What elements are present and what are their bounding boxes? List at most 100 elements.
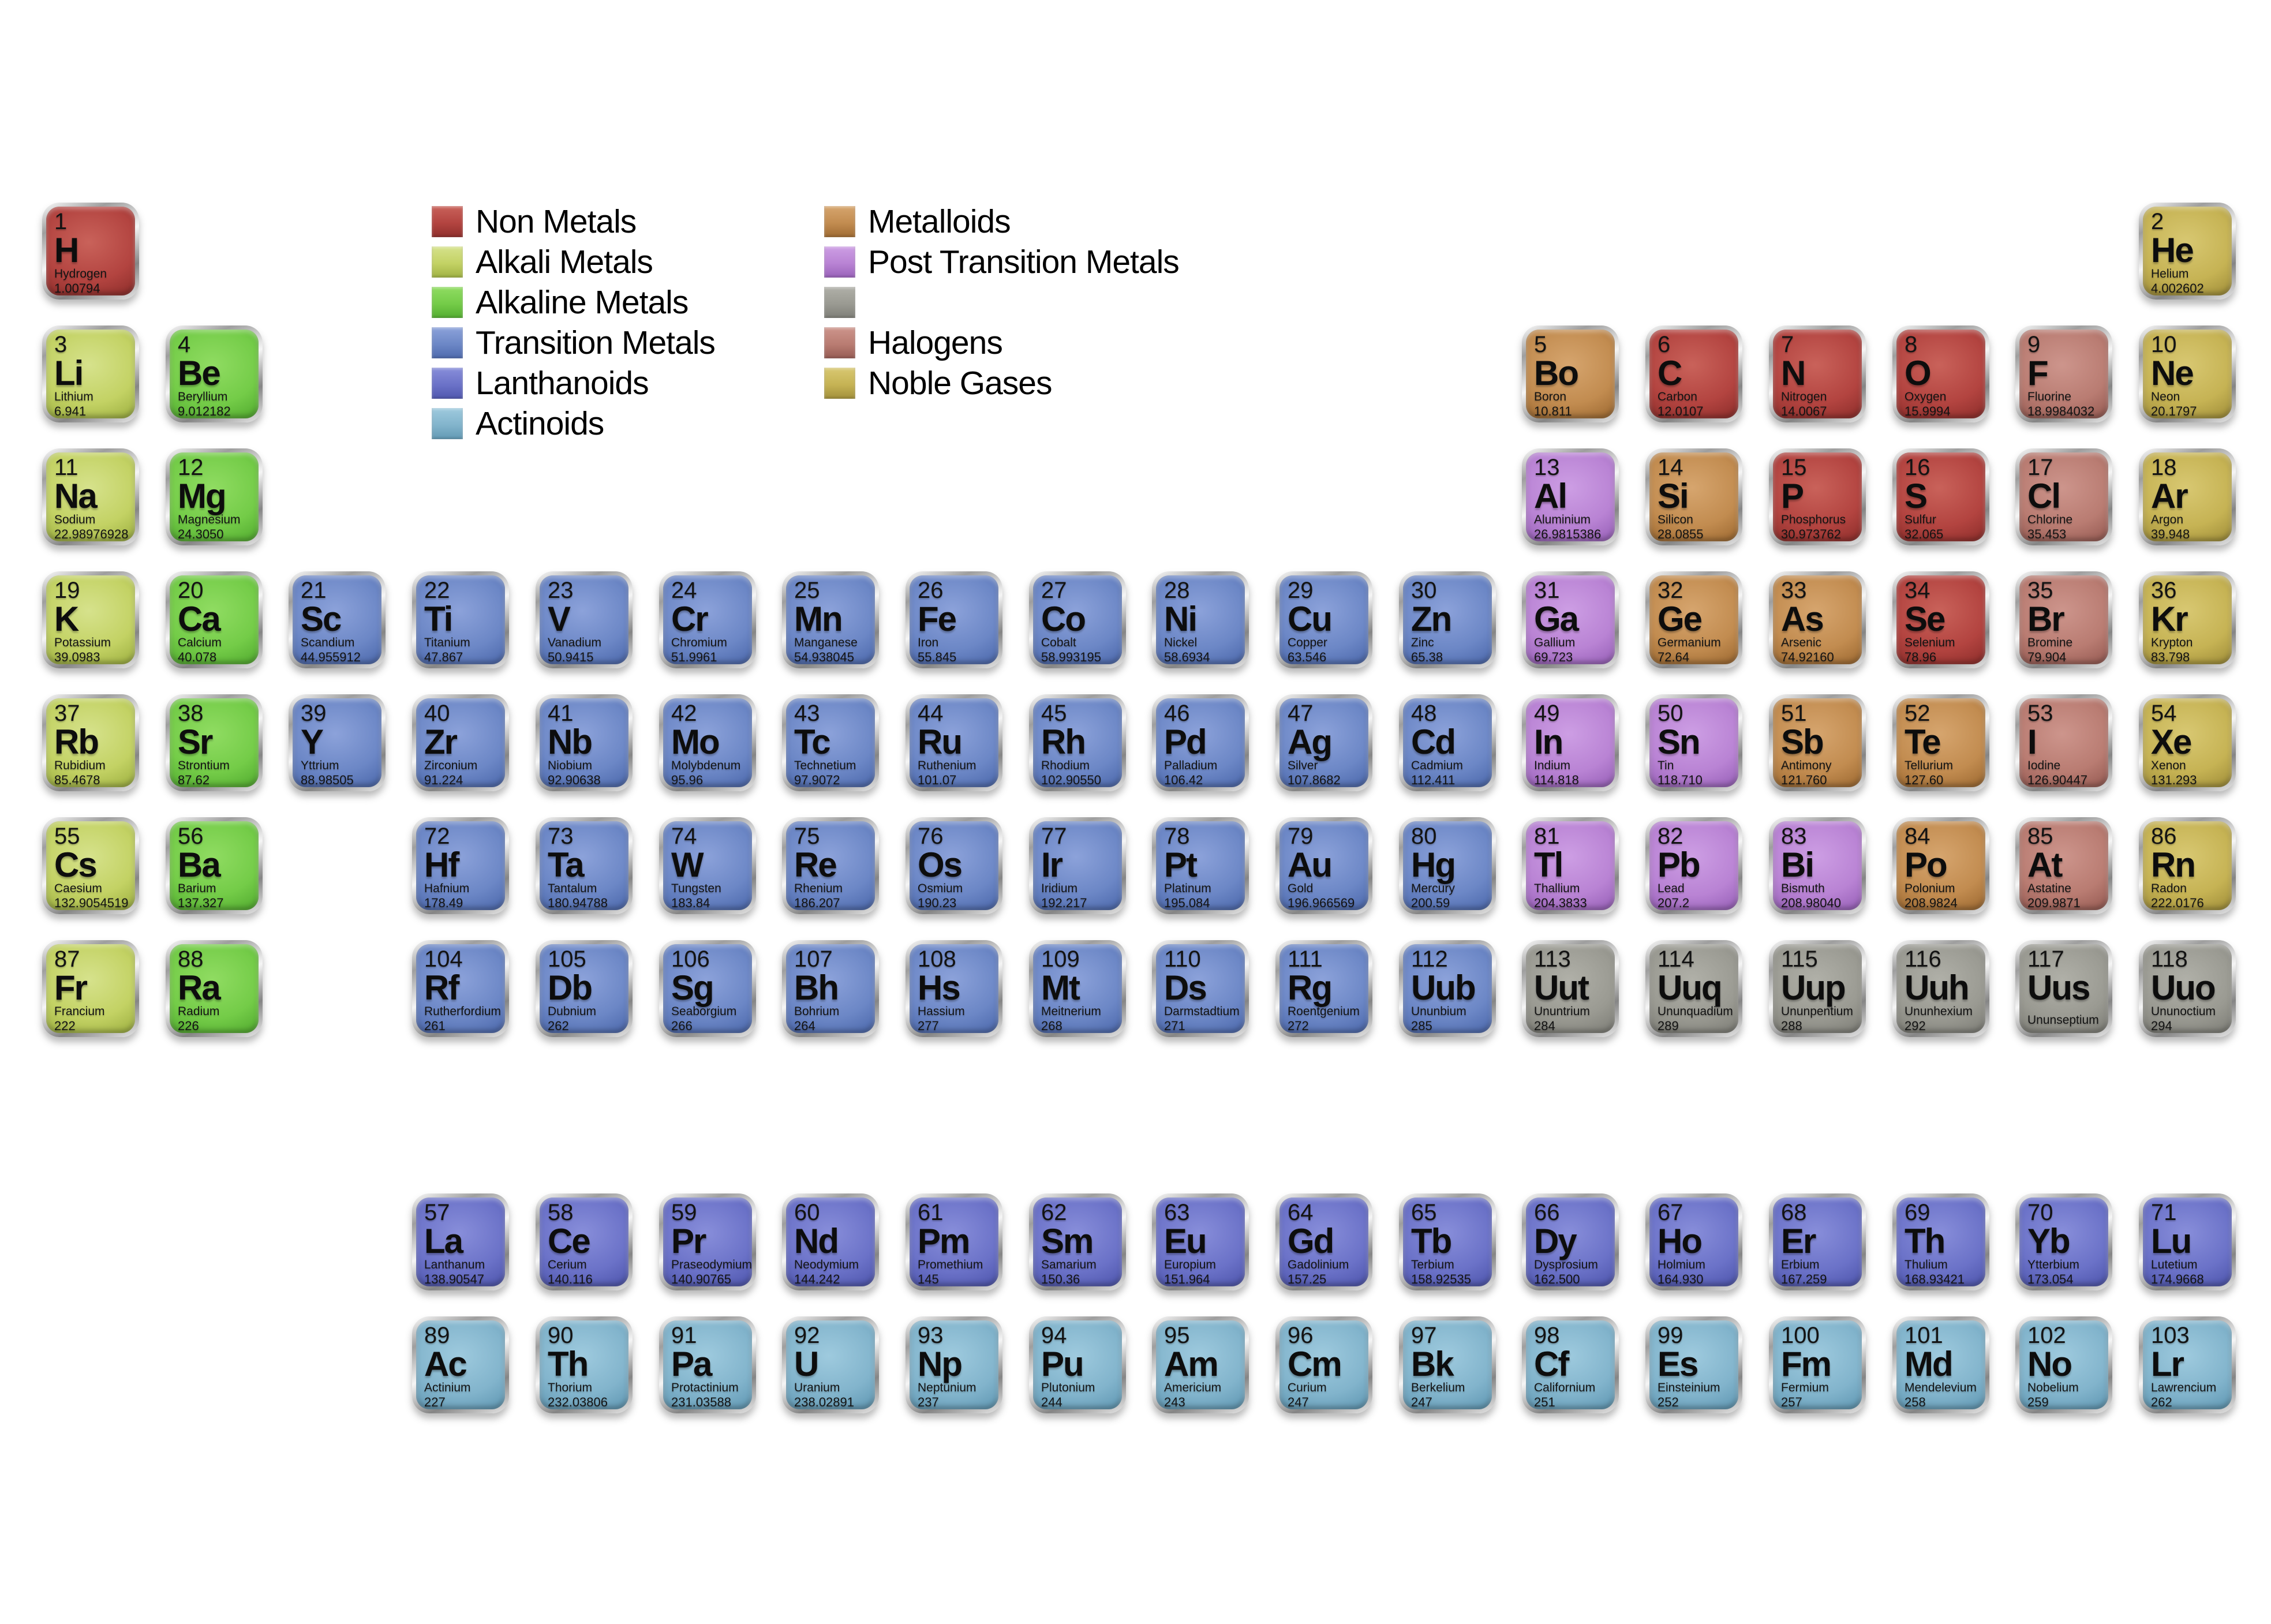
element-symbol: Am [1164,1344,1219,1383]
element-name: Iodine [2027,758,2061,772]
element-tile-Fe-26: 26 Fe Iron 55.845 [906,571,1002,668]
atomic-number: 48 [1411,701,1437,726]
element-tile-face: 33 As Arsenic 74.92160 [1773,575,1862,664]
element-tile-Rf-104: 104 Rf Rutherfordium 261 [412,940,509,1037]
element-tile-face: 77 Ir Iridium 192.217 [1033,821,1122,910]
atomic-mass: 28.0855 [1658,526,1704,541]
element-symbol: Sr [178,722,213,761]
alkaline-metals-swatch [432,287,463,318]
atomic-number: 111 [1288,946,1323,972]
atomic-number: 66 [1534,1200,1560,1225]
atomic-number: 105 [548,946,586,972]
element-symbol: Cs [54,845,98,884]
element-name: Cadmium [1411,758,1463,772]
element-symbol: Es [1658,1344,1698,1383]
element-name: Rhodium [1041,758,1090,772]
element-tile-face: 55 Cs Caesium 132.9054519 [46,821,135,910]
atomic-number: 103 [2151,1323,2190,1348]
atomic-mass: 121.760 [1781,772,1827,787]
atomic-number: 1 [54,209,68,234]
element-tile-face: 22 Ti Titanium 47.867 [416,575,505,664]
element-name: Platinum [1164,881,1211,895]
element-name: Zirconium [424,758,478,772]
element-tile-face: 70 Yb Ytterbium 173.054 [2019,1198,2108,1286]
element-symbol: Cd [1411,722,1456,761]
element-tile-Pt-78: 78 Pt Platinum 195.084 [1152,817,1249,914]
atomic-number: 26 [918,578,944,603]
atomic-number: 70 [2027,1200,2053,1225]
element-tile-face: 67 Ho Holmium 164.930 [1649,1198,1738,1286]
element-tile-Sc-21: 21 Sc Scandium 44.955912 [289,571,386,668]
element-symbol: N [1781,353,1806,392]
element-name: Holmium [1658,1258,1705,1271]
atomic-mass: 190.23 [918,895,957,910]
atomic-number: 19 [54,578,80,603]
legend-label: Post Transition Metals [868,244,1180,280]
atomic-mass: 95.96 [671,772,704,787]
element-tile-Pm-61: 61 Pm Promethium 145 [906,1193,1002,1290]
atomic-mass: 247 [1288,1394,1309,1409]
element-tile-face: 48 Cd Cadmium 112.411 [1403,698,1492,787]
element-tile-face: 39 Y Yttrium 88.98505 [293,698,381,787]
element-name: Polonium [1905,881,1955,895]
element-tile-face: 69 Th Thulium 168.93421 [1896,1198,1985,1286]
atomic-number: 6 [1658,332,1671,357]
element-name: Neon [2151,390,2180,403]
atomic-number: 13 [1534,455,1560,480]
element-tile-face: 71 Lu Lutetium 174.9668 [2143,1198,2232,1286]
atomic-mass: 173.054 [2027,1271,2074,1286]
element-tile-Cr-24: 24 Cr Chromium 51.9961 [659,571,756,668]
element-name: Europium [1164,1258,1216,1271]
atomic-number: 46 [1164,701,1190,726]
element-tile-Te-52: 52 Te Tellurium 127.60 [1892,694,1989,791]
element-symbol: Np [918,1344,963,1383]
element-name: Cobalt [1041,635,1076,649]
element-name: Sodium [54,512,96,526]
element-name: Potassium [54,635,111,649]
element-name: Erbium [1781,1258,1820,1271]
atomic-mass: 251 [1534,1394,1555,1409]
element-tile-face: 13 Al Aluminium 26.9815386 [1526,452,1615,541]
element-tile-face: 87 Fr Francium 222 [46,944,135,1033]
atomic-number: 69 [1905,1200,1930,1225]
element-symbol: Na [54,476,98,515]
atomic-mass: 285 [1411,1018,1432,1033]
element-symbol: Mo [671,722,720,761]
element-name: Californium [1534,1380,1596,1394]
atomic-number: 118 [2151,946,2188,972]
element-symbol: Cm [1288,1344,1342,1383]
element-tile-Ta-73: 73 Ta Tantalum 180.94788 [536,817,633,914]
element-name: Gold [1288,881,1314,895]
atomic-number: 59 [671,1200,697,1225]
element-tile-V-23: 23 V Vanadium 50.9415 [536,571,633,668]
element-tile-O-8: 8 O Oxygen 15.9994 [1892,325,1989,422]
element-name: Neptunium [918,1380,977,1394]
atomic-number: 57 [424,1200,450,1225]
element-tile-Fr-87: 87 Fr Francium 222 [42,940,139,1037]
element-symbol: Md [1905,1344,1954,1383]
element-tile-face: 42 Mo Molybdenum 95.96 [663,698,752,787]
element-tile-face: 12 Mg Magnesium 24.3050 [170,452,259,541]
element-tile-face: 99 Es Einsteinium 252 [1649,1320,1738,1409]
atomic-mass: 231.03588 [671,1394,731,1409]
element-symbol: Co [1041,599,1086,638]
atomic-number: 23 [548,578,574,603]
atomic-number: 9 [2027,332,2041,357]
atomic-number: 37 [54,701,80,726]
atomic-mass: 69.723 [1534,649,1573,664]
atomic-number: 106 [671,946,710,972]
element-tile-face: 93 Np Neptunium 237 [910,1320,998,1409]
element-tile-Br-35: 35 Br Bromine 79.904 [2015,571,2112,668]
element-tile-face: 27 Co Cobalt 58.993195 [1033,575,1122,664]
atomic-mass: 247 [1411,1394,1432,1409]
atomic-mass: 257 [1781,1394,1802,1409]
atomic-number: 55 [54,824,80,849]
element-name: Praseodymium [671,1258,753,1271]
element-tile-Cm-96: 96 Cm Curium 247 [1275,1316,1372,1413]
actinoids-swatch [432,408,463,439]
element-name: Mendelevium [1905,1380,1977,1394]
atomic-number: 104 [424,946,463,972]
element-tile-face: 14 Si Silicon 28.0855 [1649,452,1738,541]
atomic-number: 63 [1164,1200,1190,1225]
element-tile-W-74: 74 W Tungsten 183.84 [659,817,756,914]
